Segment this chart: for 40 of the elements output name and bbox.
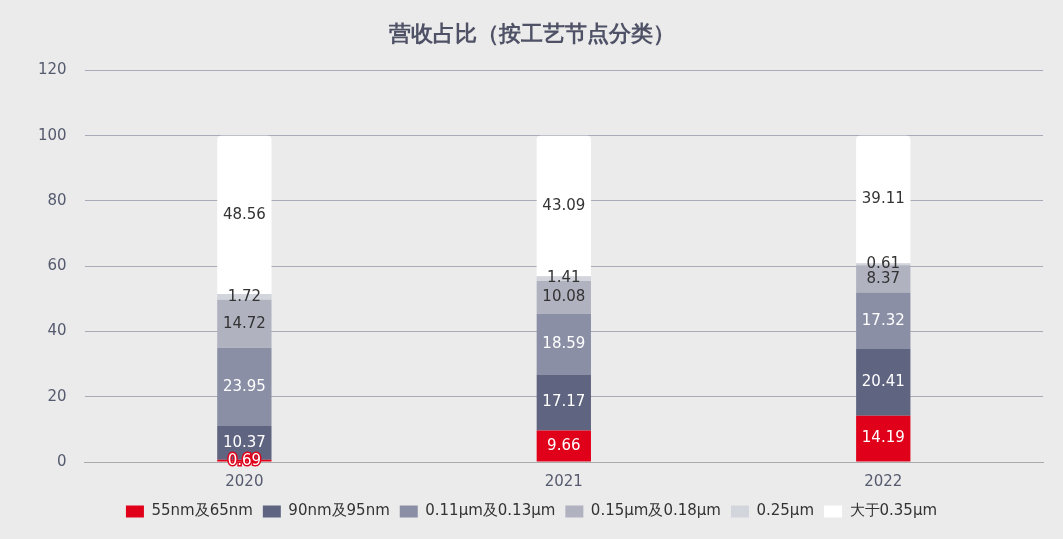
- y-tick-label: 60: [47, 256, 67, 275]
- x-tick-label: 2022: [864, 471, 903, 490]
- data-label: 14.72: [222, 313, 266, 332]
- bar: [217, 347, 272, 426]
- y-tick-label: 120: [37, 60, 67, 79]
- data-label: 48.56: [222, 204, 266, 223]
- data-label: 17.17: [542, 392, 586, 411]
- chart-title: 营收占比（按工艺节点分类）: [387, 20, 675, 46]
- y-tick-label: 40: [47, 321, 67, 340]
- data-label: 1.41: [547, 268, 581, 287]
- legend-label: 0.25µm: [756, 501, 815, 520]
- data-label: 9.66: [547, 435, 581, 454]
- data-label: 10.08: [542, 287, 586, 306]
- data-label: 10.37: [222, 432, 266, 451]
- bar: [856, 349, 911, 416]
- bar: [536, 374, 591, 431]
- bar: [856, 292, 911, 350]
- data-label: 17.32: [861, 310, 905, 329]
- y-tick-label: 20: [47, 386, 67, 405]
- bar: [856, 415, 911, 462]
- data-label: 14.19: [861, 428, 905, 447]
- data-label: 8.37: [866, 268, 900, 287]
- bar: [536, 430, 591, 462]
- data-label: 20.41: [861, 372, 905, 391]
- legend-label: 大于0.35µm: [849, 501, 938, 520]
- data-label: 39.11: [861, 189, 905, 208]
- legend-label: 0.11µm及0.13µm: [425, 501, 556, 520]
- y-tick-label: 100: [37, 125, 67, 144]
- legend-label: 0.15µm及0.18µm: [590, 501, 721, 520]
- data-label: 1.72: [227, 286, 262, 305]
- legend-label: 55nm及65nm: [151, 501, 253, 520]
- data-label: 43.09: [542, 195, 586, 214]
- x-tick-label: 2021: [544, 471, 583, 490]
- legend-label: 90nm及95nm: [288, 501, 390, 520]
- data-label: 23.95: [222, 376, 266, 395]
- y-tick-label: 80: [47, 190, 67, 209]
- y-tick-label: 0: [57, 451, 67, 470]
- x-tick-label: 2020: [225, 471, 264, 490]
- data-label: 18.59: [542, 334, 586, 352]
- bar: [536, 313, 591, 375]
